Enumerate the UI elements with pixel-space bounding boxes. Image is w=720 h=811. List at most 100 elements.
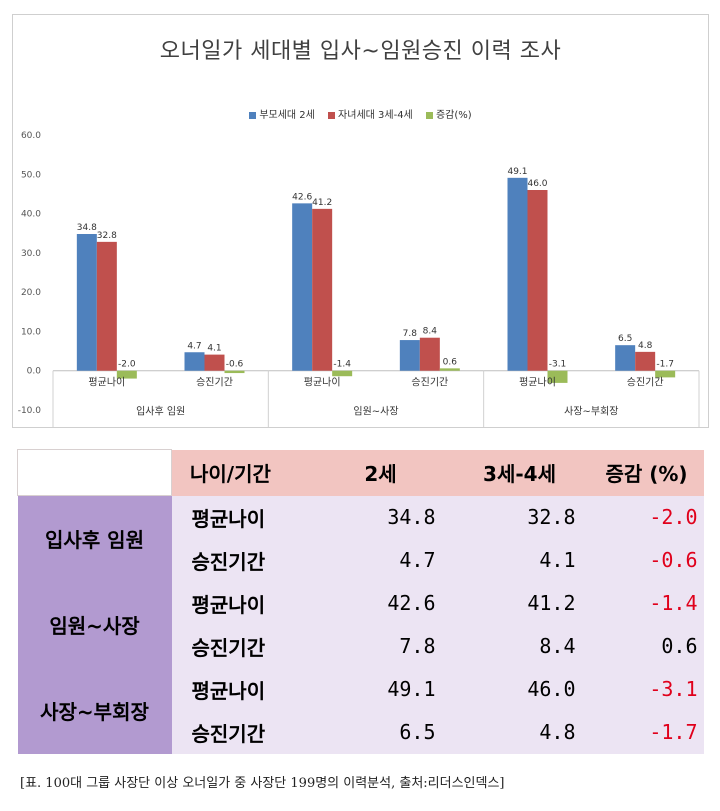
table-row: 입사후 임원 평균나이 34.8 32.8 -2.0 — [17, 495, 704, 582]
value-3rd-4th-gen: 46.0 — [449, 667, 590, 711]
data-label: -0.6 — [226, 360, 244, 370]
row-group-label: 임원~사장 — [17, 581, 172, 668]
table-corner-cell — [17, 449, 172, 496]
bar — [635, 351, 656, 371]
legend-swatch — [249, 111, 257, 119]
value-2nd-gen: 34.8 — [311, 495, 450, 539]
data-label: 34.8 — [77, 223, 97, 233]
table-row: 임원~사장 평균나이 42.6 41.2 -1.4 — [17, 581, 704, 668]
legend-label: 부모세대 2세 — [259, 110, 315, 121]
x-group-label: 사장~부회장 — [564, 406, 618, 418]
legend: 부모세대 2세 자녀세대 3세-4세 증감(%) — [13, 106, 708, 121]
x-group-label: 임원~사장 — [353, 405, 398, 418]
data-label: 42.6 — [292, 192, 312, 202]
data-label: 8.4 — [423, 327, 438, 337]
chart-panel: 60.0 50.0 40.0 30.0 20.0 10.0 0.0 -10.0 34.8 32.8… — [12, 14, 709, 428]
change-percent: 0.6 — [589, 624, 704, 668]
metric-cell: 승진기간 — [171, 538, 312, 582]
data-label: -2.0 — [118, 360, 136, 370]
legend-item-parent: 부모세대 2세 — [249, 106, 315, 121]
value-3rd-4th-gen: 32.8 — [449, 495, 590, 539]
bar — [547, 370, 568, 383]
chart-title: 오너일가 세대별 입사~임원승진 이력 조사 — [159, 39, 562, 64]
y-tick-label: 0.0 — [27, 367, 42, 377]
data-label: 0.6 — [443, 357, 458, 367]
bar — [615, 345, 636, 371]
data-label: -3.1 — [549, 360, 567, 370]
y-tick-label: 20.0 — [21, 288, 41, 298]
value-2nd-gen: 7.8 — [311, 624, 450, 668]
y-tick-label: 60.0 — [21, 131, 41, 141]
change-percent: -2.0 — [589, 495, 704, 539]
change-percent: -1.7 — [589, 710, 704, 754]
table-row: 승진기간 7.8 8.4 0.6 — [18, 624, 704, 668]
data-label: 6.5 — [618, 334, 632, 344]
metric-cell: 승진기간 — [171, 624, 312, 668]
data-label: 4.7 — [187, 341, 201, 351]
data-label: -1.7 — [656, 360, 674, 370]
data-label: 4.1 — [207, 344, 221, 354]
y-tick-label: -10.0 — [18, 406, 42, 416]
legend-swatch — [328, 111, 336, 119]
change-percent: -1.4 — [589, 581, 704, 625]
data-label: 41.2 — [312, 198, 332, 208]
bar — [292, 203, 313, 371]
row-group-label: 입사후 임원 — [17, 495, 172, 582]
bar-chart: 60.0 50.0 40.0 30.0 20.0 10.0 0.0 -10.0 34.832.8… — [18, 131, 700, 427]
bar — [224, 370, 245, 374]
table-header-row: 나이/기간 2세 3세-4세 증감 (%) — [17, 449, 704, 496]
data-label: 32.8 — [97, 231, 117, 241]
legend-label: 자녀세대 3세-4세 — [338, 110, 413, 121]
x-category-label: 승진기간 — [411, 377, 448, 389]
value-2nd-gen: 4.7 — [311, 538, 450, 582]
table-header-cell: 2세 — [311, 449, 450, 496]
legend-item-change: 증감(%) — [425, 106, 472, 121]
bar — [184, 352, 205, 371]
summary-table-wrap: 나이/기간 2세 3세-4세 증감 (%) 입사후 임원 평균나이 34.8 32.8 -2.0… — [17, 449, 704, 754]
bar — [439, 368, 460, 371]
value-3rd-4th-gen: 8.4 — [449, 624, 590, 668]
value-2nd-gen: 6.5 — [311, 710, 450, 754]
data-label: 46.0 — [527, 179, 547, 189]
table-row: 사장~부회장 평균나이 49.1 46.0 -3.1 — [17, 667, 704, 754]
metric-cell: 평균나이 — [171, 495, 312, 539]
caption: [표. 100대 그룹 사장단 이상 오너일가 중 사장단 199명의 이력분석… — [20, 776, 505, 791]
x-category-label: 평균나이 — [519, 377, 556, 389]
legend-item-children: 자녀세대 3세-4세 — [328, 106, 413, 121]
bar — [204, 354, 225, 371]
bar — [116, 370, 137, 379]
y-tick-label: 30.0 — [21, 249, 41, 259]
change-percent: -3.1 — [589, 667, 704, 711]
table-row: 승진기간 4.7 4.1 -0.6 — [18, 538, 704, 582]
x-group-label: 입사후 임원 — [136, 405, 185, 418]
data-label: 4.8 — [638, 341, 653, 351]
x-category-label: 승진기간 — [196, 377, 233, 389]
metric-cell: 평균나이 — [171, 667, 312, 711]
legend-swatch — [425, 111, 433, 119]
bar — [96, 241, 117, 371]
bar — [76, 234, 97, 371]
bar — [312, 208, 333, 371]
data-label: 7.8 — [403, 329, 418, 339]
metric-cell: 승진기간 — [171, 710, 312, 754]
change-percent: -0.6 — [589, 538, 704, 582]
table-header-cell: 나이/기간 — [171, 449, 312, 496]
metric-cell: 평균나이 — [171, 581, 312, 625]
y-tick-label: 50.0 — [21, 170, 41, 180]
value-3rd-4th-gen: 41.2 — [449, 581, 590, 625]
y-tick-label: 10.0 — [21, 327, 41, 337]
row-group-label: 사장~부회장 — [17, 667, 172, 754]
y-tick-label: 40.0 — [21, 210, 41, 220]
x-category-label: 평균나이 — [88, 377, 125, 389]
table-header-cell: 3세-4세 — [449, 449, 590, 496]
legend-label: 증감(%) — [435, 110, 472, 121]
bar — [332, 370, 353, 377]
data-label: -1.4 — [333, 360, 351, 370]
x-category-label: 평균나이 — [304, 377, 341, 389]
data-label: 49.1 — [507, 167, 527, 177]
x-category-label: 승진기간 — [627, 377, 664, 389]
bar — [399, 340, 420, 371]
value-3rd-4th-gen: 4.1 — [449, 538, 590, 582]
value-2nd-gen: 42.6 — [311, 581, 450, 625]
table-header-cell: 증감 (%) — [589, 449, 704, 496]
